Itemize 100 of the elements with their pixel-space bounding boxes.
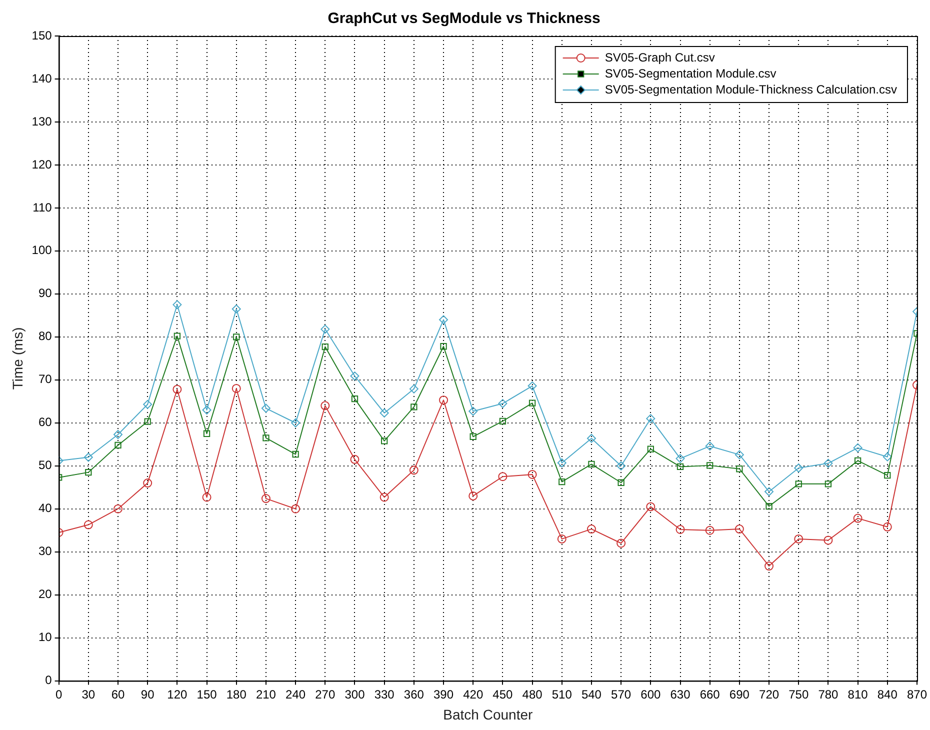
point <box>616 461 626 470</box>
point <box>174 332 181 340</box>
y-tick-label: 10 <box>38 630 52 644</box>
x-tick-label: 750 <box>788 687 809 702</box>
legend-label: SV05-Graph Cut.csv <box>604 50 715 64</box>
x-tick-label: 0 <box>55 687 62 702</box>
point <box>734 450 744 460</box>
point <box>528 400 536 406</box>
point <box>705 442 714 451</box>
point <box>143 478 152 488</box>
point <box>143 400 152 409</box>
x-tick-label: 180 <box>226 687 247 702</box>
y-axis-title: Time (ms) <box>9 327 26 390</box>
point <box>409 384 418 394</box>
point <box>409 466 418 475</box>
x-axis-title: Batch Counter <box>443 706 533 722</box>
x-tick-label: 840 <box>877 687 898 702</box>
legend-label: SV05-Segmentation Module-Thickness Calculation.csv <box>604 82 898 96</box>
x-tick-label: 360 <box>404 687 424 702</box>
point <box>616 538 626 548</box>
x-tick-label: 600 <box>640 687 661 702</box>
point <box>498 472 508 482</box>
point <box>647 446 654 452</box>
point <box>557 458 566 468</box>
point <box>203 430 210 437</box>
point <box>84 520 93 530</box>
point <box>586 434 596 443</box>
point <box>114 430 123 439</box>
point <box>854 457 862 464</box>
x-tick-label: 510 <box>552 687 572 702</box>
point <box>853 514 862 523</box>
point <box>350 454 360 464</box>
point <box>498 399 508 408</box>
point <box>676 454 685 464</box>
x-tick-label: 420 <box>463 687 484 702</box>
point <box>706 462 714 469</box>
point <box>292 450 299 458</box>
y-tick-label: 40 <box>38 501 52 516</box>
y-tick-label: 70 <box>38 372 52 386</box>
y-tick-label: 120 <box>32 157 52 172</box>
point <box>291 418 300 428</box>
point <box>380 492 389 502</box>
point <box>499 418 506 424</box>
point <box>261 404 270 413</box>
x-tick-label: 90 <box>140 687 155 702</box>
point <box>261 494 270 504</box>
point <box>736 466 743 472</box>
point <box>705 526 714 535</box>
point <box>172 300 182 310</box>
point <box>350 372 360 381</box>
point <box>824 458 833 468</box>
point <box>764 562 774 571</box>
point <box>439 396 448 405</box>
x-tick-label: 30 <box>82 687 96 702</box>
x-tick-label: 780 <box>818 687 839 702</box>
point <box>114 504 123 514</box>
point <box>646 502 656 512</box>
point <box>320 324 330 334</box>
point <box>322 343 328 350</box>
x-tick-label: 570 <box>611 687 632 702</box>
x-tick-label: 270 <box>315 687 336 702</box>
point <box>262 434 270 442</box>
point <box>824 480 832 488</box>
x-tick-label: 690 <box>729 687 750 702</box>
x-tick-label: 810 <box>848 687 868 702</box>
point <box>824 536 833 545</box>
y-tick-label: 80 <box>38 329 52 344</box>
point <box>380 408 389 418</box>
legend-label: SV05-Segmentation Module.csv <box>604 66 776 80</box>
point <box>618 479 624 486</box>
point <box>468 491 478 500</box>
x-tick-label: 540 <box>581 687 602 702</box>
point <box>410 404 418 410</box>
point <box>85 468 92 476</box>
point <box>676 463 684 470</box>
x-tick-label: 660 <box>700 687 720 702</box>
point <box>232 384 241 393</box>
point <box>114 442 122 449</box>
point <box>764 487 774 496</box>
point <box>586 524 596 534</box>
y-tick-label: 150 <box>32 28 52 42</box>
x-tick-label: 240 <box>286 687 306 702</box>
point <box>320 401 330 410</box>
y-tick-label: 60 <box>38 415 52 430</box>
point <box>766 502 772 510</box>
point <box>84 452 93 462</box>
point <box>528 470 537 479</box>
x-tick-label: 60 <box>111 687 125 702</box>
y-tick-label: 110 <box>32 200 52 214</box>
x-tick-label: 630 <box>670 687 691 702</box>
point <box>291 504 300 514</box>
y-tick-label: 100 <box>32 243 52 258</box>
point <box>202 492 212 502</box>
point <box>558 478 566 486</box>
x-tick-label: 450 <box>492 687 514 702</box>
y-tick-label: 20 <box>38 587 52 602</box>
point <box>468 406 478 416</box>
point <box>557 534 566 544</box>
x-tick-label: 120 <box>167 687 188 702</box>
point <box>853 443 862 452</box>
